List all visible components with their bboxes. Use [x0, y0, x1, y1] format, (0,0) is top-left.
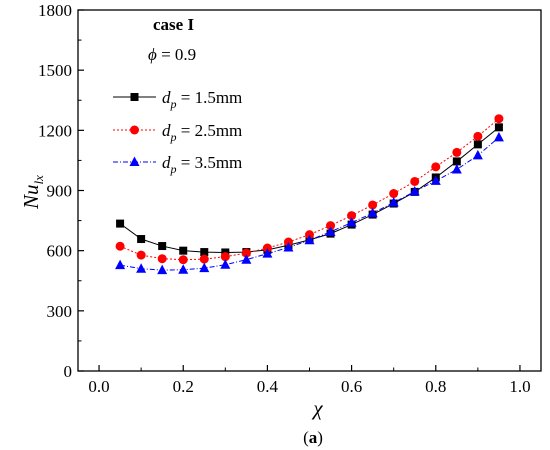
legend-label-subscript: p	[170, 162, 177, 176]
data-point	[137, 235, 146, 244]
data-point	[410, 176, 420, 186]
legend-label: dp = 3.5mm	[162, 153, 242, 176]
legend-item: dp = 1.5mm	[113, 88, 242, 111]
legend-label-value: = 2.5mm	[177, 121, 243, 140]
figure-sublabel: (a)	[303, 428, 323, 447]
data-point	[199, 262, 210, 273]
data-point	[451, 163, 462, 174]
legend-label-symbol: d	[162, 121, 171, 140]
data-point	[241, 254, 252, 264]
y-tick-label: 1500	[38, 61, 72, 80]
x-tick-label: 0.2	[173, 377, 194, 396]
data-point	[115, 241, 125, 251]
sublabel-close: )	[317, 428, 323, 447]
sublabel-open: (	[303, 428, 309, 447]
data-point	[220, 259, 231, 269]
data-point	[241, 248, 251, 258]
data-point	[116, 219, 125, 228]
data-point	[473, 140, 482, 149]
data-point	[389, 189, 399, 199]
legend-label-value: = 1.5mm	[177, 88, 243, 107]
data-point	[200, 248, 209, 257]
legend-label-value: = 3.5mm	[177, 153, 243, 172]
y-tick-label: 600	[47, 242, 73, 261]
y-axis-title-sub: lx	[31, 175, 46, 185]
data-point	[199, 254, 209, 264]
data-point	[157, 254, 167, 264]
sublabel-letter: a	[309, 428, 318, 447]
legend-label: dp = 1.5mm	[162, 88, 242, 111]
x-tick-label: 0.0	[88, 377, 109, 396]
data-point	[283, 241, 294, 252]
data-point	[367, 207, 378, 218]
data-point	[347, 211, 357, 221]
phi-value: = 0.9	[157, 45, 196, 64]
legend-label-symbol: d	[162, 153, 171, 172]
case-annotation: case I	[153, 15, 194, 34]
y-axis-title: Nulx	[19, 175, 46, 210]
x-axis: 0.0 0.2 0.4 0.6 0.8 1.0	[88, 365, 531, 396]
data-point	[262, 243, 272, 253]
x-tick-label: 0.4	[257, 377, 279, 396]
data-point	[388, 197, 399, 207]
legend-swatch-marker	[130, 125, 139, 135]
legend-item: dp = 2.5mm	[113, 121, 242, 144]
y-tick-label: 900	[47, 182, 73, 201]
data-point	[493, 131, 504, 142]
series-2	[115, 114, 504, 265]
x-tick-label: 0.8	[425, 377, 446, 396]
y-axis-title-base: Nu	[19, 184, 43, 210]
y-tick-label: 0	[64, 362, 73, 381]
data-point	[325, 226, 336, 236]
data-point	[178, 255, 188, 265]
y-tick-label: 1800	[38, 1, 72, 20]
data-point	[136, 263, 147, 273]
phi-symbol: ϕ	[148, 45, 157, 64]
series-layer	[115, 114, 504, 275]
legend-label: dp = 2.5mm	[162, 121, 242, 144]
data-point	[305, 230, 314, 240]
data-point	[158, 242, 167, 251]
data-point	[115, 259, 126, 270]
data-point	[452, 157, 461, 166]
x-axis-title: χ	[311, 396, 323, 420]
data-point	[157, 264, 168, 275]
data-point	[473, 131, 483, 141]
data-point	[494, 123, 503, 132]
phi-annotation: ϕ = 0.9	[148, 45, 196, 64]
data-point	[262, 248, 273, 258]
legend-swatch-marker	[130, 93, 139, 101]
legend-label-symbol: d	[162, 88, 171, 107]
data-point	[179, 246, 188, 255]
data-point	[472, 149, 483, 160]
data-point	[178, 264, 189, 274]
x-tick-label: 0.6	[341, 377, 362, 396]
data-point	[136, 250, 146, 260]
y-axis: 0 300 600 900 1200 1500 1800	[38, 1, 84, 381]
y-tick-label: 300	[47, 302, 73, 321]
data-point	[452, 147, 462, 157]
legend-label-subscript: p	[170, 97, 177, 111]
data-point	[220, 252, 230, 262]
data-point	[346, 217, 357, 227]
data-point	[430, 175, 441, 185]
data-point	[326, 221, 336, 231]
legend-item: dp = 3.5mm	[113, 153, 242, 176]
data-point	[409, 186, 420, 196]
legend-swatch-marker	[129, 156, 140, 166]
data-point	[431, 162, 441, 172]
x-tick-label: 1.0	[509, 377, 530, 396]
data-point	[368, 200, 378, 210]
legend-label-subscript: p	[170, 130, 177, 144]
y-tick-label: 1200	[38, 121, 72, 140]
series-3	[115, 131, 504, 275]
data-point	[304, 234, 315, 245]
data-point	[494, 114, 504, 124]
